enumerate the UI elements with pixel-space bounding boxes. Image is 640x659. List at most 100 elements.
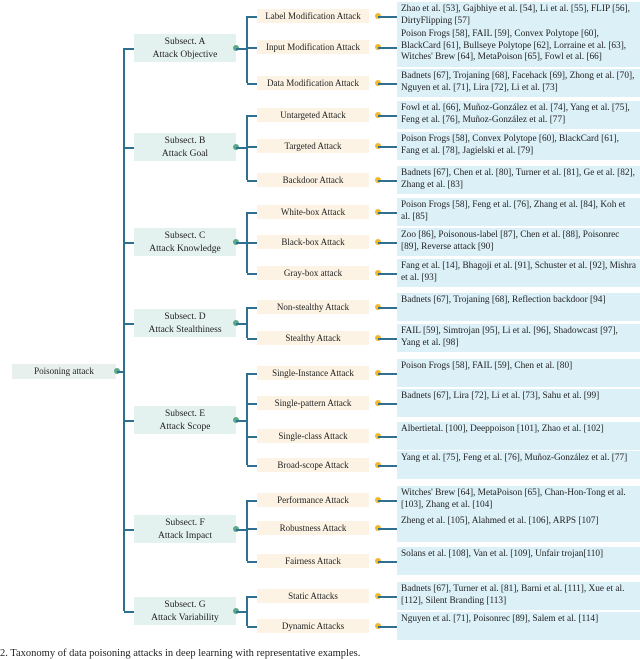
reference-list: Zoo [86], Poisonous-label [87], Chen et … [397, 228, 640, 256]
ref-link [378, 561, 397, 563]
subset-name: Attack Impact [157, 531, 213, 541]
leaf-node: Single-class Attack [257, 429, 369, 443]
ref-link [378, 436, 397, 438]
reference-list: Albertietal. [100], Deeppoison [101], Zh… [397, 422, 640, 450]
subset-title: Subsect. D [164, 312, 206, 322]
subset-link [124, 48, 134, 50]
leaf-link [247, 83, 257, 85]
subset-out-link [236, 147, 247, 149]
leaf-link [247, 626, 257, 628]
leaf-link [247, 403, 257, 405]
ref-link [378, 528, 397, 530]
subset-out-link [236, 242, 247, 244]
ref-link [378, 500, 397, 502]
subset-link [124, 147, 134, 149]
leaf-node: White-box Attack [257, 205, 369, 219]
reference-list: Badnets [67], Chen et al. [80], Turner e… [397, 166, 640, 194]
ref-link [378, 115, 397, 117]
leaf-node: Static Attacks [257, 589, 369, 603]
branch-line [246, 212, 248, 273]
subset-node: Subsect. F Attack Impact [134, 515, 236, 543]
leaf-link [247, 273, 257, 275]
trunk-line [123, 48, 125, 611]
reference-list: Poison Frogs [58], Convex Polytope [60],… [397, 132, 640, 160]
leaf-node: Fairness Attack [257, 554, 369, 568]
ref-link [378, 180, 397, 182]
ref-link [378, 307, 397, 309]
leaf-link [247, 528, 257, 530]
subset-out-link [236, 611, 247, 613]
subset-node: Subsect. G Attack Variability [134, 597, 236, 625]
ref-link [378, 242, 397, 244]
leaf-link [247, 436, 257, 438]
branch-line [246, 500, 248, 561]
ref-link [378, 465, 397, 467]
leaf-link [247, 212, 257, 214]
ref-link [378, 83, 397, 85]
branch-line [246, 16, 248, 83]
subset-name: Attack Goal [161, 149, 209, 159]
reference-list: Poison Frogs [58], FAIL [59], Convex Pol… [397, 27, 640, 67]
subset-out-link [236, 420, 247, 422]
subset-out-link [236, 48, 247, 50]
subset-title: Subsect. G [164, 600, 206, 610]
reference-list: Badnets [67], Lira [72], Li et al. [73],… [397, 389, 640, 417]
leaf-link [247, 338, 257, 340]
leaf-link [247, 16, 257, 18]
leaf-link [247, 561, 257, 563]
subset-link [124, 323, 134, 325]
branch-line [246, 373, 248, 465]
leaf-node: Stealthy Attack [257, 331, 369, 345]
reference-list: Nguyen et al. [71], Poisonrec [89], Sale… [397, 612, 640, 640]
subset-node: Subsect. D Attack Stealthiness [134, 309, 236, 337]
reference-list: Badnets [67], Trojaning [68], Facehack [… [397, 69, 640, 97]
leaf-link [247, 146, 257, 148]
root-link [117, 371, 124, 373]
leaf-node: Broad-scope Attack [257, 458, 369, 472]
ref-link [378, 338, 397, 340]
reference-list: FAIL [59], Simtrojan [95], Li et al. [96… [397, 324, 640, 352]
reference-list: Badnets [67], Turner et al. [81], Barni … [397, 582, 640, 610]
ref-link [378, 273, 397, 275]
leaf-node: Targeted Attack [257, 139, 369, 153]
ref-link [378, 373, 397, 375]
reference-list: Poison Frogs [58], Feng et al. [76], Zha… [397, 198, 640, 226]
subset-link [124, 529, 134, 531]
leaf-node: Gray-box attack [257, 266, 369, 280]
subset-title: Subsect. F [165, 518, 205, 528]
leaf-node: Single-pattern Attack [257, 396, 369, 410]
leaf-link [247, 47, 257, 49]
subset-name: Attack Stealthiness [148, 325, 222, 335]
subset-title: Subsect. C [164, 231, 206, 241]
subset-title: Subsect. E [164, 409, 206, 419]
ref-link [378, 16, 397, 18]
leaf-node: Data Modification Attack [257, 76, 369, 90]
subset-out-link [236, 323, 247, 325]
ref-link [378, 403, 397, 405]
subset-name: Attack Knowledge [149, 244, 221, 254]
leaf-link [247, 500, 257, 502]
reference-list: Poison Frogs [58], FAIL [59], Chen et al… [397, 359, 640, 387]
reference-list: Badnets [67], Trojaning [68], Reflection… [397, 293, 640, 321]
leaf-link [247, 373, 257, 375]
reference-list: Witches' Brew [64], MetaPoison [65], Cha… [397, 486, 640, 514]
subset-node: Subsect. B Attack Goal [134, 133, 236, 161]
branch-line [246, 596, 248, 626]
subset-name: Attack Scope [159, 422, 211, 432]
subset-node: Subsect. C Attack Knowledge [134, 228, 236, 256]
branch-line [246, 115, 248, 180]
leaf-node: Non-stealthy Attack [257, 300, 369, 314]
reference-list: Fang et al. [14], Bhagoji et al. [91], S… [397, 259, 640, 287]
leaf-node: Input Modification Attack [257, 40, 369, 54]
subset-out-link [236, 529, 247, 531]
ref-link [378, 626, 397, 628]
reference-list: Solans et al. [108], Van et al. [109], U… [397, 547, 640, 575]
leaf-node: Performance Attack [257, 493, 369, 507]
subset-title: Subsect. A [164, 37, 206, 47]
subset-link [124, 420, 134, 422]
leaf-link [247, 242, 257, 244]
leaf-node: Dynamic Attacks [257, 619, 369, 633]
subset-name: Attack Variability [151, 613, 219, 623]
ref-link [378, 596, 397, 598]
leaf-node: Label Modification Attack [257, 9, 369, 23]
